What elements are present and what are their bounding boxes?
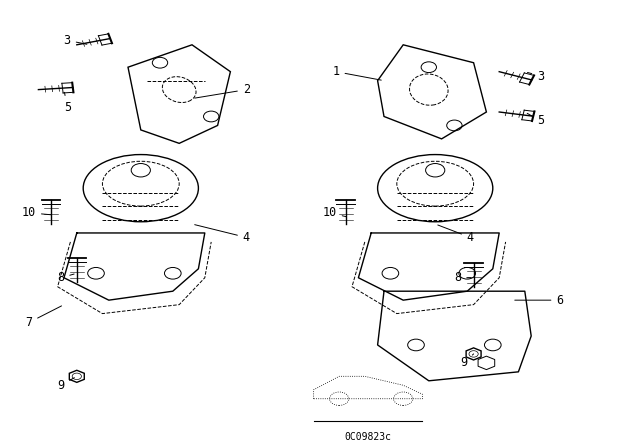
- Text: 4: 4: [195, 224, 250, 244]
- Text: 6: 6: [515, 293, 564, 307]
- Text: 9: 9: [460, 354, 474, 370]
- Text: 3: 3: [63, 34, 87, 47]
- Text: 2: 2: [195, 83, 250, 98]
- Text: 10: 10: [22, 206, 52, 220]
- Text: 5: 5: [63, 92, 71, 114]
- Text: 1: 1: [332, 65, 381, 80]
- Text: 7: 7: [25, 306, 61, 329]
- Text: 3: 3: [527, 69, 545, 83]
- Text: 4: 4: [438, 225, 474, 244]
- Text: 5: 5: [527, 113, 545, 128]
- Text: 0C09823c: 0C09823c: [344, 432, 392, 442]
- Text: 8: 8: [57, 271, 74, 284]
- Text: 10: 10: [323, 206, 346, 220]
- Text: 9: 9: [57, 378, 74, 392]
- Text: 8: 8: [454, 271, 471, 284]
